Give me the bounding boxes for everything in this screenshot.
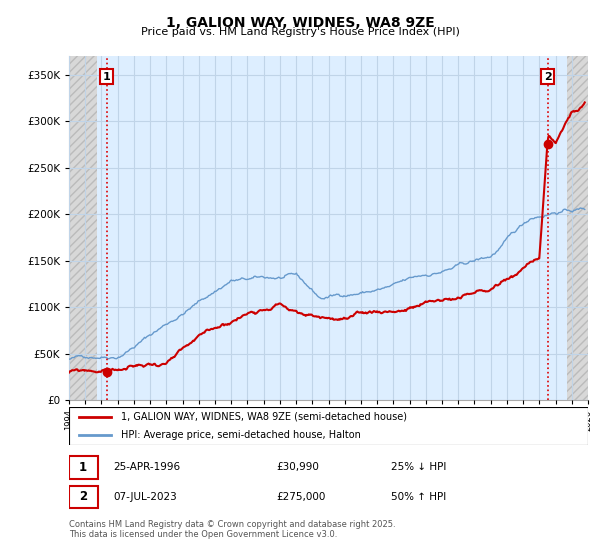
Bar (69, 486, 98, 508)
Bar (69, 56, 97, 400)
Text: 1: 1 (79, 461, 87, 474)
Text: £275,000: £275,000 (277, 492, 326, 502)
Text: 50% ↑ HPI: 50% ↑ HPI (391, 492, 446, 502)
Text: Contains HM Land Registry data © Crown copyright and database right 2025.
This d: Contains HM Land Registry data © Crown c… (69, 520, 395, 539)
Text: 07-JUL-2023: 07-JUL-2023 (113, 492, 177, 502)
Text: 1, GALION WAY, WIDNES, WA8 9ZE (semi-detached house): 1, GALION WAY, WIDNES, WA8 9ZE (semi-det… (121, 412, 407, 422)
Text: 2: 2 (544, 72, 551, 82)
Text: HPI: Average price, semi-detached house, Halton: HPI: Average price, semi-detached house,… (121, 430, 361, 440)
Text: 1, GALION WAY, WIDNES, WA8 9ZE: 1, GALION WAY, WIDNES, WA8 9ZE (166, 16, 434, 30)
Bar (567, 56, 588, 400)
Text: 2: 2 (79, 491, 87, 503)
Text: 1: 1 (103, 72, 110, 82)
Bar (69, 456, 98, 479)
Text: Price paid vs. HM Land Registry's House Price Index (HPI): Price paid vs. HM Land Registry's House … (140, 27, 460, 37)
Text: 25% ↓ HPI: 25% ↓ HPI (391, 463, 446, 472)
Text: 25-APR-1996: 25-APR-1996 (113, 463, 180, 472)
Text: £30,990: £30,990 (277, 463, 319, 472)
